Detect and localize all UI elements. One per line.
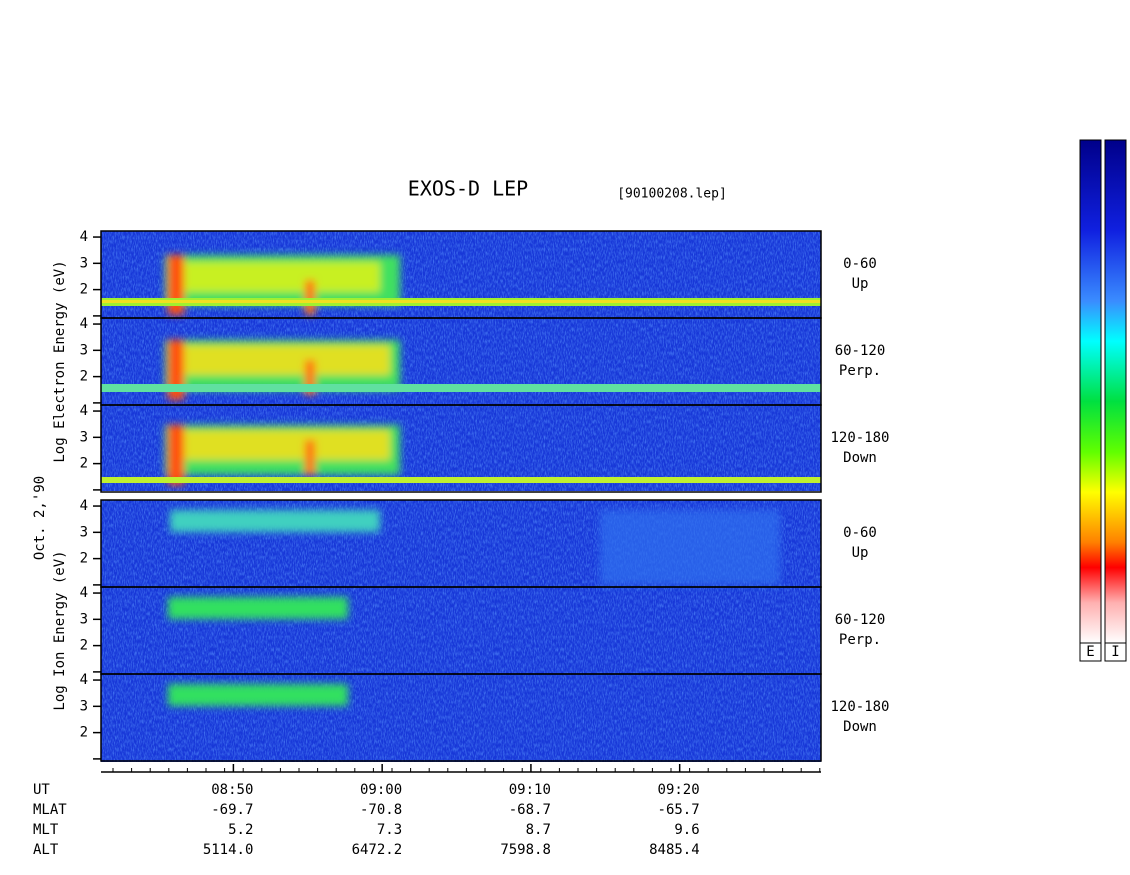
y-tick-label: 2 <box>80 551 88 567</box>
y-tick-label: 4 <box>80 403 88 419</box>
ephemeris-value: 7598.8 <box>500 842 551 858</box>
title: EXOS-D LEP <box>408 177 528 201</box>
y-tick-label: 3 <box>80 342 88 358</box>
panels <box>100 230 822 762</box>
ephemeris-value: -70.8 <box>360 802 402 818</box>
electron-spectrogram <box>101 231 821 491</box>
panel-label: 120-180 <box>830 430 889 446</box>
y-tick-label: 4 <box>80 229 88 245</box>
ephemeris-value: 5114.0 <box>203 842 254 858</box>
ephemeris-value: -65.7 <box>658 802 700 818</box>
ephemeris-label: MLAT <box>33 802 67 818</box>
axes: Log Electron Energy (eV) 2 3 4 0-60 Up 2 3 4 60-1… <box>33 229 890 858</box>
x-tick-label: 09:20 <box>658 782 700 798</box>
y-tick-label: 4 <box>80 498 88 514</box>
x-tick-label: 09:00 <box>360 782 402 798</box>
x-tick-label: 08:50 <box>211 782 253 798</box>
y-tick-label: 2 <box>80 282 88 298</box>
ephemeris-value: -69.7 <box>211 802 253 818</box>
panel-sublabel: Perp. <box>839 632 881 648</box>
panel-label: 120-180 <box>830 699 889 715</box>
y-tick-label: 2 <box>80 369 88 385</box>
y-tick-label: 3 <box>80 429 88 445</box>
y-tick-label: 3 <box>80 255 88 271</box>
ephemeris-label: UT <box>33 782 50 798</box>
ephemeris-value: -68.7 <box>509 802 551 818</box>
y-tick-label: 3 <box>80 524 88 540</box>
panel-frame <box>100 673 822 762</box>
colorbar <box>1079 139 1102 644</box>
y-tick-label: 3 <box>80 611 88 627</box>
colorbar-box <box>1104 642 1127 662</box>
panel-sublabel: Down <box>843 719 877 735</box>
panel-label: 0-60 <box>843 256 877 272</box>
ephemeris-value: 9.6 <box>674 822 699 838</box>
ephemeris-value: 8485.4 <box>649 842 700 858</box>
ephemeris-label: MLT <box>33 822 59 838</box>
panel-sublabel: Up <box>852 545 869 561</box>
colorbar-label: I <box>1111 644 1119 660</box>
panel-label: 0-60 <box>843 525 877 541</box>
ephemeris-value: 7.3 <box>377 822 402 838</box>
panel-sublabel: Up <box>852 276 869 292</box>
file-name: [90100208.lep] <box>617 187 727 202</box>
y-tick-label: 2 <box>80 725 88 741</box>
ephemeris-value: 5.2 <box>228 822 253 838</box>
panel-sublabel: Down <box>843 450 877 466</box>
y-tick-label: 4 <box>80 585 88 601</box>
x-tick-label: 09:10 <box>509 782 551 798</box>
y-axis-label: Log Ion Energy (eV) <box>52 550 68 710</box>
date-label: Oct. 2,'90 <box>32 476 48 560</box>
y-tick-label: 4 <box>80 316 88 332</box>
y-tick-label: 2 <box>80 456 88 472</box>
ephemeris-label: ALT <box>33 842 59 858</box>
panel-label: 60-120 <box>835 343 886 359</box>
ion-spectrogram <box>101 500 821 762</box>
y-tick-label: 3 <box>80 698 88 714</box>
colorbar-box <box>1079 642 1102 662</box>
ephemeris-value: 6472.2 <box>352 842 403 858</box>
y-tick-label: 4 <box>80 672 88 688</box>
y-axis-label: Log Electron Energy (eV) <box>52 260 68 462</box>
ephemeris-value: 8.7 <box>526 822 551 838</box>
colorbar-label: E <box>1086 644 1094 660</box>
y-tick-label: 2 <box>80 638 88 654</box>
panel-label: 60-120 <box>835 612 886 628</box>
panel-sublabel: Perp. <box>839 363 881 379</box>
panel-frame <box>100 404 822 493</box>
colorbar <box>1104 139 1127 644</box>
